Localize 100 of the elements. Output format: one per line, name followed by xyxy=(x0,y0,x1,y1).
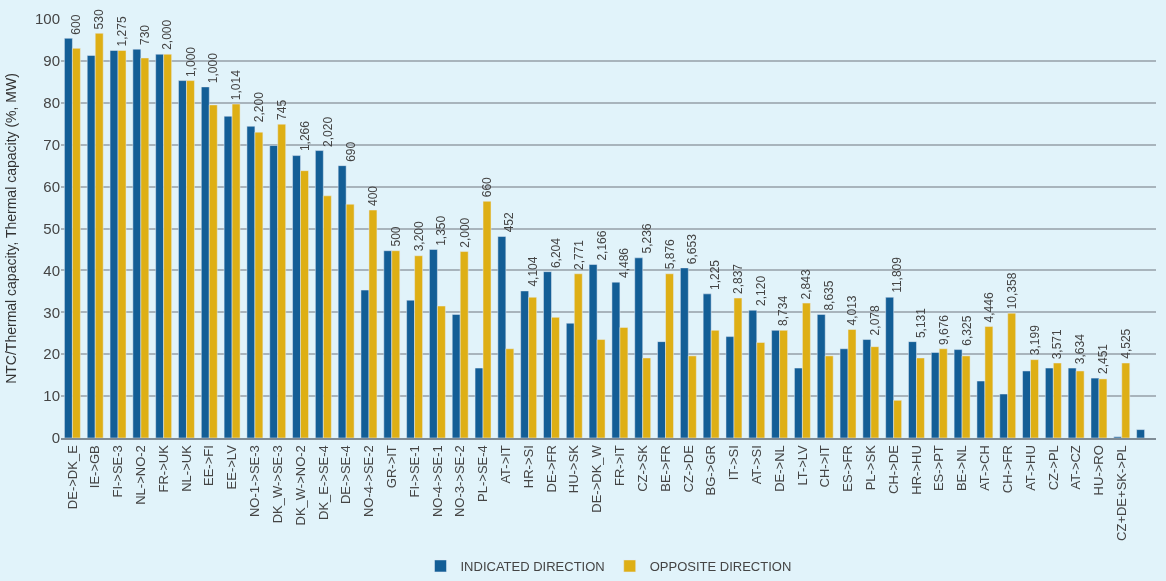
annotation: 1,000 xyxy=(183,46,198,78)
annotation: 6,653 xyxy=(685,233,700,265)
annotation: 5,876 xyxy=(662,238,677,270)
annotation: 1,350 xyxy=(433,215,448,246)
x-tick-label: BE->FR xyxy=(657,445,673,492)
annotation: 530 xyxy=(91,9,106,30)
y-tick-label: 80 xyxy=(43,94,60,112)
annotation: 11,809 xyxy=(890,256,905,293)
x-tick-label: DE->DK_E xyxy=(64,444,80,510)
x-tick-label: CZ+DE+SK->PL xyxy=(1114,445,1130,541)
x-tick-label: CZ->SK xyxy=(634,444,650,492)
annotation: 2,078 xyxy=(868,305,883,336)
annotation: 5,236 xyxy=(639,223,654,254)
annotation: 8,635 xyxy=(821,280,836,311)
x-tick-label: IT->SI xyxy=(726,445,742,481)
annotation: 9,676 xyxy=(936,314,951,346)
annotation: 400 xyxy=(365,185,380,207)
annotation: 2,020 xyxy=(320,116,335,147)
y-tick-label: 10 xyxy=(43,387,60,405)
annotation: 1,225 xyxy=(708,259,723,291)
annotation: 3,571 xyxy=(1050,328,1065,360)
x-tick-label: CH->FR xyxy=(999,445,1015,494)
y-tick-label: 30 xyxy=(43,303,60,321)
annotation: 3,199 xyxy=(1027,324,1042,356)
y-tick-label: 70 xyxy=(43,135,60,153)
x-tick-label: CH->DE xyxy=(885,444,901,494)
x-tick-label: BG->GR xyxy=(703,445,719,496)
annotation: 1,014 xyxy=(229,69,244,101)
y-tick-label: 50 xyxy=(43,219,60,237)
x-tick-label: FR->IT xyxy=(612,445,628,487)
legend-label: INDICATED DIRECTION xyxy=(460,559,605,575)
annotation: 2,837 xyxy=(730,263,745,295)
annotation: 4,446 xyxy=(982,292,997,323)
x-tick-label: LT->LV xyxy=(794,444,810,486)
x-tick-label: DE->DK_W xyxy=(589,444,605,513)
x-tick-label: PL->SK xyxy=(863,444,879,491)
annotation: 4,013 xyxy=(844,295,859,326)
x-tick-label: NO-4->SE-2 xyxy=(361,445,377,518)
x-tick-label: HR->HU xyxy=(908,445,924,495)
annotation: 2,771 xyxy=(571,239,586,271)
annotation: 8,734 xyxy=(776,295,791,326)
x-tick-label: DK_W->SE-3 xyxy=(269,445,285,524)
x-tick-label: PL->SE-4 xyxy=(475,445,491,502)
annotation: 660 xyxy=(479,176,494,198)
x-tick-label: AT->CZ xyxy=(1068,445,1084,490)
annotation: 2,843 xyxy=(799,269,814,300)
legend-label: OPPOSITE DIRECTION xyxy=(649,559,792,575)
x-tick-label: AT->HU xyxy=(1022,445,1038,491)
annotation: 6,204 xyxy=(548,237,563,269)
x-tick-label: EE->FI xyxy=(201,445,217,487)
x-tick-label: AT->SI xyxy=(749,445,765,485)
x-tick-label: BE->NL xyxy=(954,445,970,492)
y-tick-label: 60 xyxy=(43,177,60,195)
annotation: 1,275 xyxy=(114,16,129,47)
annotation: 5,131 xyxy=(913,307,928,339)
x-tick-label: HU->SK xyxy=(566,444,582,494)
annotation: 4,104 xyxy=(525,256,540,287)
annotation: 452 xyxy=(502,211,517,233)
x-tick-label: CZ->PL xyxy=(1045,445,1061,491)
x-tick-label: DK_W->NO-2 xyxy=(292,445,308,526)
x-tick-label: GR->IT xyxy=(384,445,400,489)
annotation: 4,525 xyxy=(1118,328,1133,359)
annotation: 690 xyxy=(343,141,358,162)
x-tick-label: DK_E->SE-4 xyxy=(315,445,331,520)
y-tick-label: 100 xyxy=(34,10,60,28)
y-tick-label: 20 xyxy=(43,345,60,363)
x-tick-label: NO-3->SE-2 xyxy=(452,445,468,518)
x-tick-label: NO-4->SE-1 xyxy=(429,445,445,518)
x-tick-label: IE->GB xyxy=(87,445,103,489)
y-tick-label: 40 xyxy=(43,261,60,279)
x-tick-label: CH->IT xyxy=(817,445,833,488)
annotation: 2,451 xyxy=(1095,343,1110,375)
bar xyxy=(1136,429,1145,438)
annotation: 1,266 xyxy=(297,120,312,152)
x-tick-label: DE->SE-4 xyxy=(338,445,354,505)
annotation: 2,000 xyxy=(457,217,472,248)
x-tick-label: DE->NL xyxy=(771,445,787,492)
annotation: 2,120 xyxy=(753,275,768,306)
x-tick-label: NL->NO-2 xyxy=(133,445,149,505)
x-tick-label: ES->FR xyxy=(840,445,856,492)
x-tick-label: AT->IT xyxy=(498,445,514,484)
annotation: 2,200 xyxy=(251,91,266,123)
annotation: 3,634 xyxy=(1073,333,1088,365)
y-tick-label: 0 xyxy=(51,429,60,447)
annotation: 3,200 xyxy=(411,220,426,252)
x-tick-label: ES->PT xyxy=(931,445,947,492)
x-tick-label: HR->SI xyxy=(520,445,536,489)
annotation: 4,486 xyxy=(616,247,631,279)
x-tick-label: FI->SE-3 xyxy=(110,445,126,498)
x-tick-label: AT->CH xyxy=(977,445,993,491)
x-tick-label: FR->UK xyxy=(155,444,171,493)
annotation: 745 xyxy=(274,99,289,120)
annotation: 500 xyxy=(389,226,404,247)
y-tick-label: 90 xyxy=(43,52,60,70)
annotation: 600 xyxy=(69,14,84,35)
annotation: 2,166 xyxy=(594,230,609,261)
annotation: 2,000 xyxy=(160,19,175,50)
annotation: 10,358 xyxy=(1005,272,1020,310)
x-tick-label: NO-1->SE-3 xyxy=(247,445,263,518)
annotation: 1,000 xyxy=(206,52,221,84)
